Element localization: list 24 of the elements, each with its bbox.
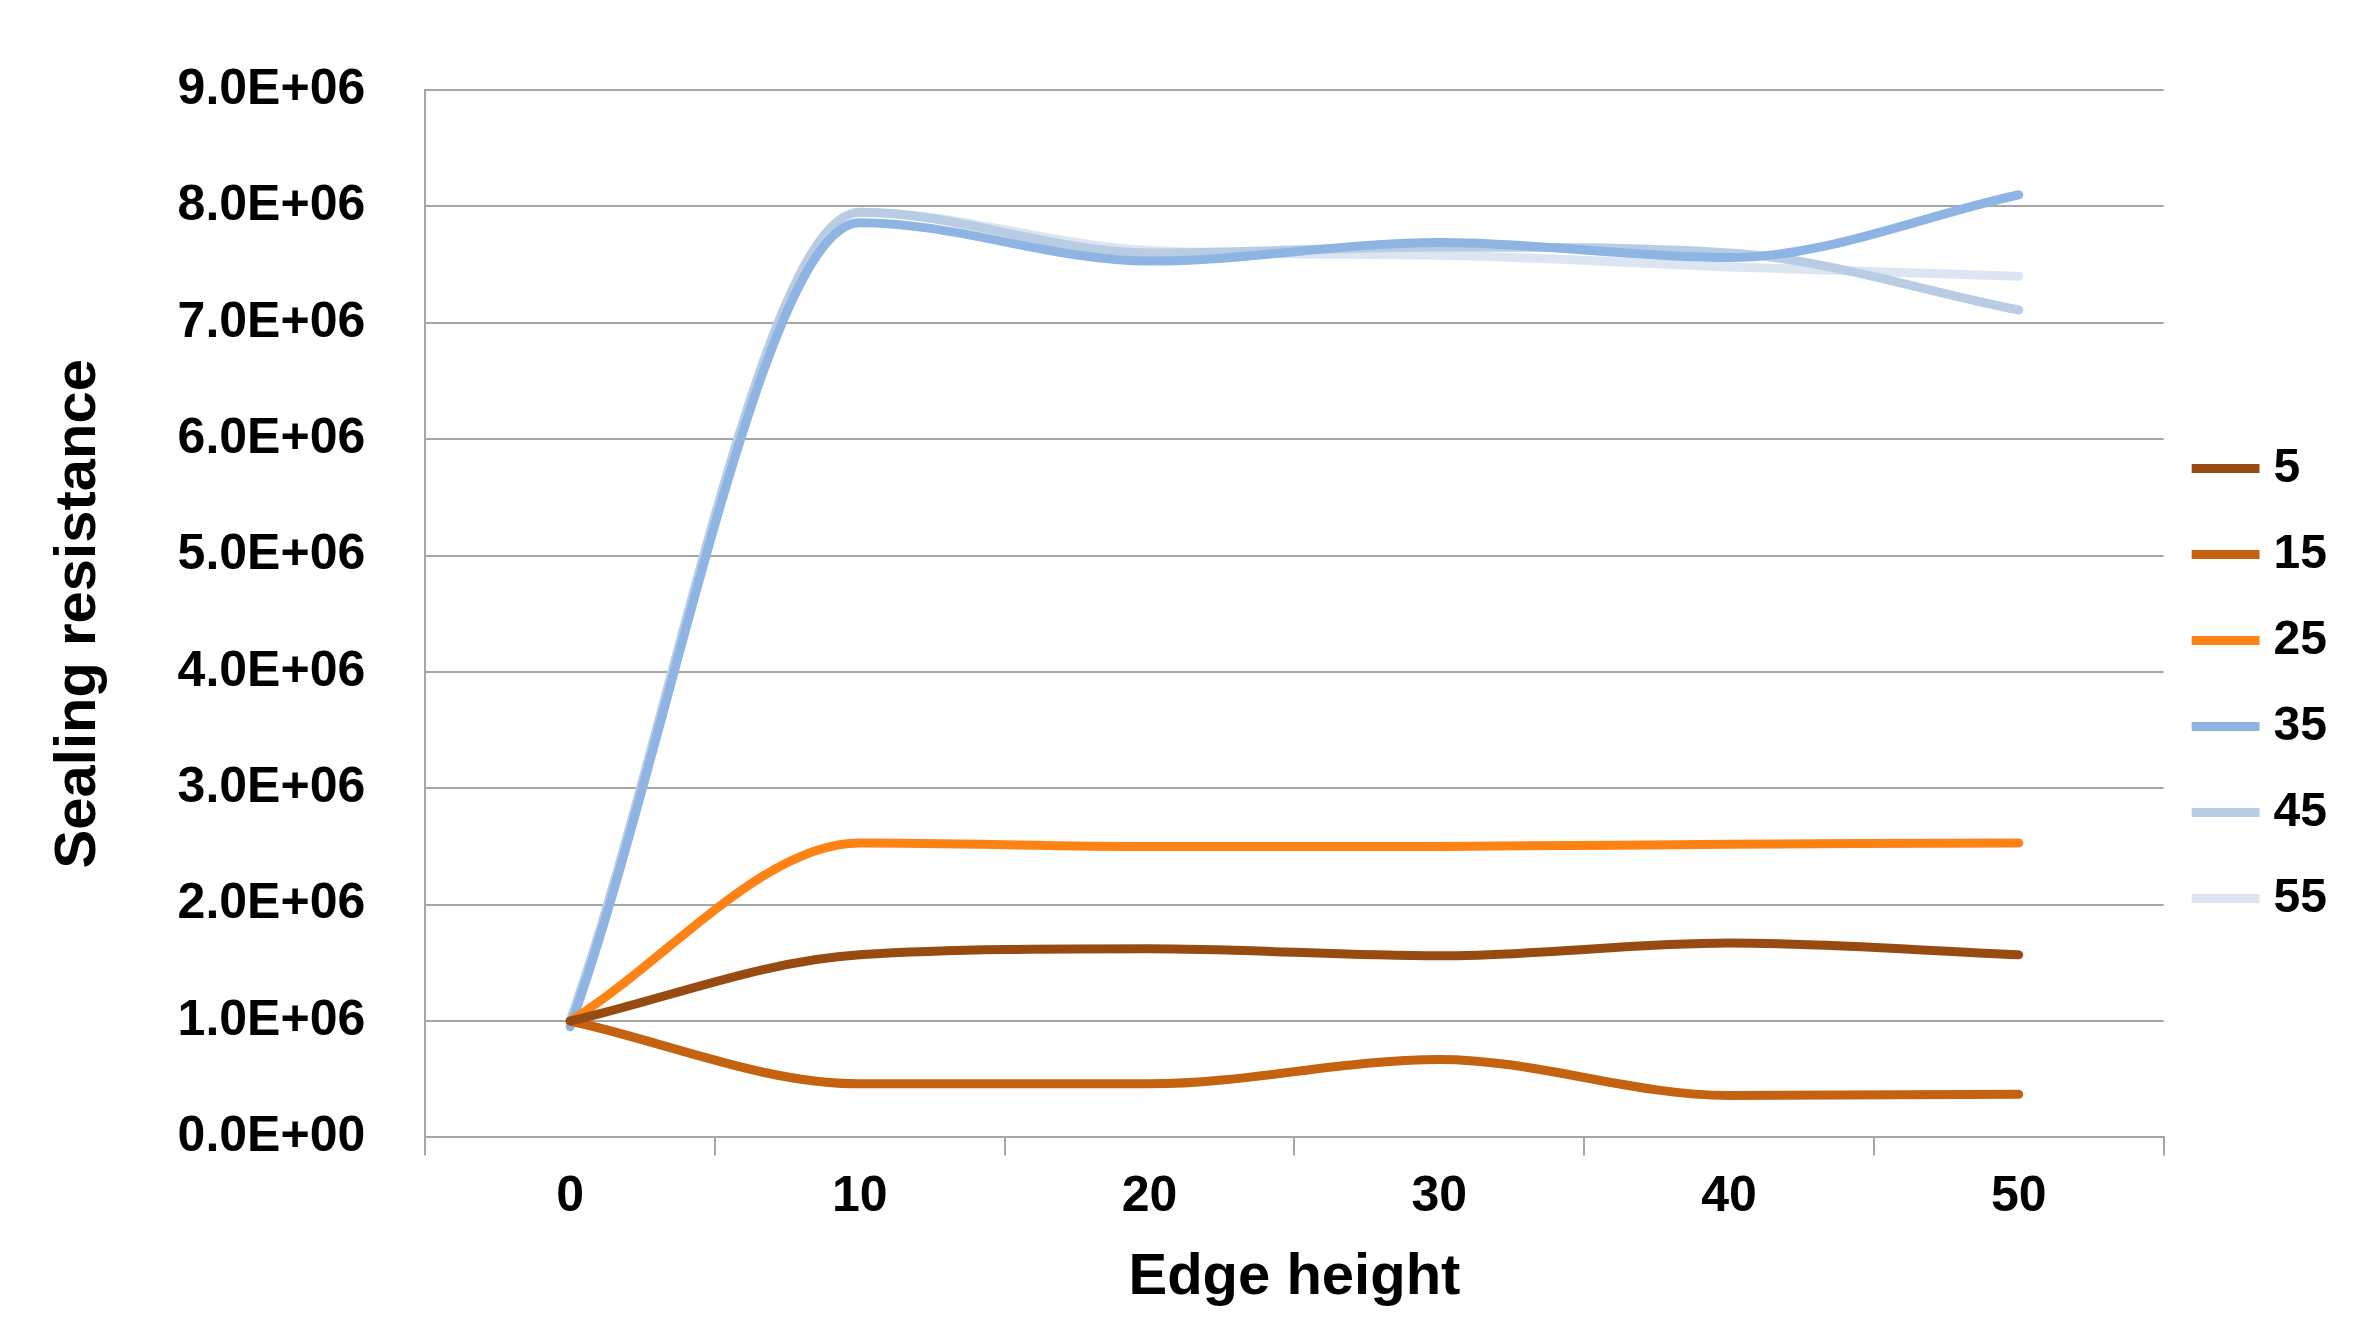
x-tick-label: 50 — [1990, 1166, 2047, 1223]
x-tick-label: 40 — [1701, 1166, 1757, 1223]
legend-label: 35 — [2273, 696, 2327, 750]
y-tick-label: 5.0E+06 — [177, 524, 366, 581]
legend-label: 25 — [2273, 610, 2327, 664]
legend-label: 45 — [2273, 782, 2327, 836]
y-tick-label: 6.0E+06 — [177, 407, 366, 464]
legend-label: 55 — [2273, 868, 2327, 922]
x-tick-label: 30 — [1411, 1166, 1468, 1223]
y-axis-title: Sealing resistance — [41, 359, 107, 869]
x-axis-title: Edge height — [1128, 1241, 1461, 1307]
y-tick-label: 2.0E+06 — [177, 873, 366, 930]
y-tick-label: 8.0E+06 — [177, 175, 366, 232]
y-tick-label: 4.0E+06 — [177, 640, 366, 697]
x-tick-label: 10 — [832, 1166, 888, 1223]
y-tick-label: 0.0E+00 — [177, 1106, 366, 1163]
legend-label: 5 — [2273, 438, 2301, 492]
y-tick-label: 7.0E+06 — [177, 291, 366, 348]
y-tick-label: 3.0E+06 — [177, 757, 366, 814]
y-tick-label: 1.0E+06 — [177, 989, 366, 1046]
y-tick-label: 9.0E+06 — [177, 58, 366, 115]
legend-label: 15 — [2273, 524, 2327, 578]
x-tick-label: 20 — [1121, 1166, 1178, 1223]
x-tick-label: 0 — [556, 1166, 585, 1223]
